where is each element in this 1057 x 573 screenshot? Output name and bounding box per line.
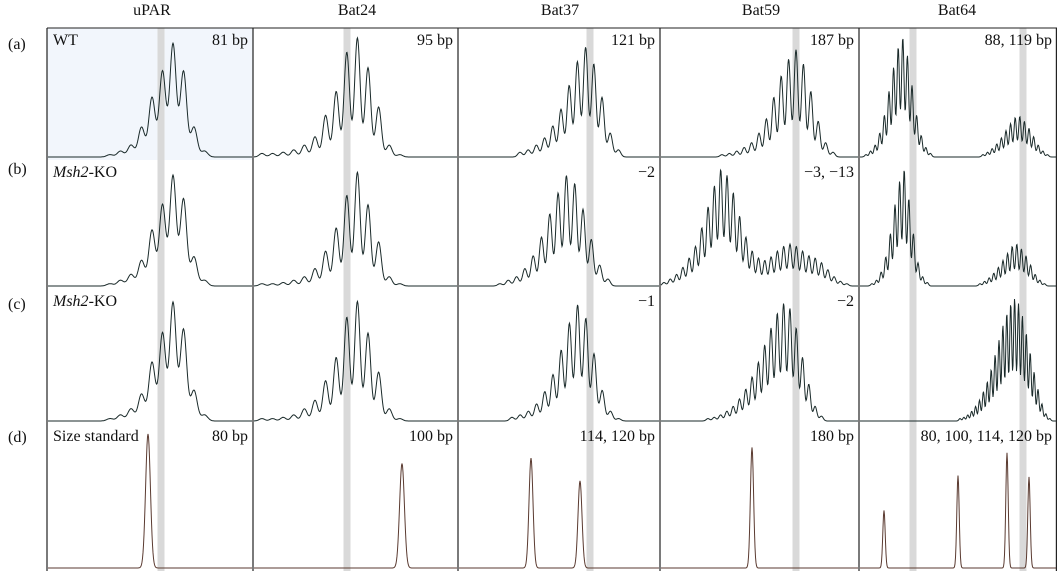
column-header-bat24: Bat24: [337, 2, 377, 19]
trace-b0: [48, 173, 252, 287]
row-label-b: (b): [8, 161, 27, 178]
sample-label-gene: Msh2: [52, 164, 89, 181]
trace-c2: [459, 304, 659, 422]
column-header-bat64: Bat64: [937, 2, 977, 19]
trace-d0: [48, 433, 252, 569]
sample-label-a: WT: [53, 32, 78, 49]
trace-b4: [860, 170, 1056, 287]
trace-d3: [661, 447, 858, 569]
row-label-c: (c): [8, 296, 26, 313]
trace-a4: [860, 38, 1056, 158]
sample-label-suffix: -KO: [89, 293, 117, 310]
column-header-bat37: Bat37: [540, 2, 580, 19]
annotation-d0: 80 bp: [212, 428, 248, 445]
annotation-a4: 88, 119 bp: [985, 32, 1052, 49]
trace-c4: [860, 298, 1056, 422]
reference-band-1: [343, 28, 351, 571]
trace-c1: [253, 299, 457, 422]
annotation-d3: 180 bp: [810, 428, 854, 445]
trace-d4: [860, 452, 1056, 569]
annotation-a0: 81 bp: [212, 32, 248, 49]
trace-a3: [661, 49, 858, 158]
sample-label-c: Msh2-KO: [52, 293, 117, 310]
trace-a2: [459, 47, 659, 158]
trace-d2: [459, 458, 659, 569]
annotation-a2: 121 bp: [611, 32, 655, 49]
trace-a1: [254, 36, 457, 158]
annotation-b3: −3, −13: [804, 164, 854, 181]
annotation-c2: −1: [638, 293, 655, 310]
annotation-b2: −2: [638, 164, 655, 181]
highlight-panel: [47, 28, 253, 160]
sample-label-suffix: -KO: [89, 164, 117, 181]
annotation-a3: 187 bp: [810, 32, 854, 49]
trace-b1: [253, 170, 457, 287]
trace-a0: [48, 41, 252, 158]
sample-label-d: Size standard: [53, 428, 139, 445]
column-header-upar: uPAR: [133, 2, 171, 19]
reference-band-4: [909, 28, 917, 571]
row-label-a: (a): [8, 36, 26, 53]
column-header-bat59: Bat59: [741, 2, 781, 19]
annotation-a1: 95 bp: [417, 32, 453, 49]
sample-label-b: Msh2-KO: [52, 164, 117, 181]
annotation-d4: 80, 100, 114, 120 bp: [921, 428, 1052, 445]
reference-band-5: [1019, 28, 1027, 571]
trace-b2: [459, 175, 659, 287]
sample-label-gene: Msh2: [52, 293, 89, 310]
reference-band-2: [586, 28, 594, 571]
annotation-d1: 100 bp: [409, 428, 453, 445]
trace-b3: [660, 168, 858, 287]
annotation-c3: −2: [837, 293, 854, 310]
trace-d1: [254, 463, 457, 569]
annotation-d2: 114, 120 bp: [580, 428, 655, 445]
reference-band-0: [157, 28, 165, 571]
trace-c0: [48, 300, 252, 422]
reference-band-3: [792, 28, 800, 571]
row-label-d: (d): [8, 429, 27, 446]
trace-c3: [661, 303, 858, 422]
